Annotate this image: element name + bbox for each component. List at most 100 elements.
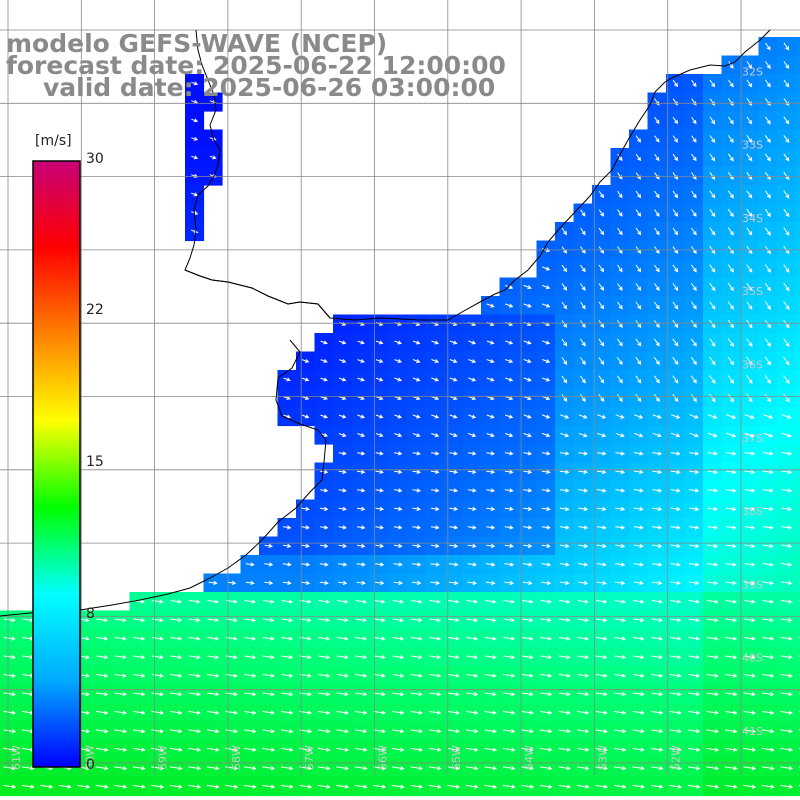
wind-arrow: [783, 153, 790, 162]
wind-arrow: [707, 580, 719, 586]
wind-arrow: [651, 692, 664, 697]
lon-label: 60W: [83, 745, 96, 770]
wind-arrow: [447, 636, 460, 641]
wind-arrow: [650, 766, 664, 771]
wind-arrow: [355, 655, 368, 660]
wind-arrow: [652, 488, 663, 493]
wind-arrow: [725, 543, 737, 549]
wind-arrow: [484, 766, 498, 771]
wind-arrow: [542, 359, 551, 364]
wind-arrow: [209, 155, 217, 160]
lat-label: 32S: [742, 65, 763, 78]
wind-arrow: [318, 618, 331, 623]
wind-arrow: [468, 433, 477, 438]
wind-arrow: [746, 116, 753, 125]
wind-arrow: [243, 784, 257, 789]
wind-arrow: [614, 673, 627, 678]
wind-arrow: [428, 766, 442, 771]
wind-arrow: [614, 729, 627, 734]
wind-arrow: [724, 729, 738, 734]
wind-arrow: [672, 264, 679, 273]
wind-arrow: [541, 506, 551, 511]
wind-arrow: [133, 636, 146, 641]
wind-arrow: [558, 655, 571, 660]
wind-arrow: [598, 301, 605, 310]
wind-arrow: [336, 673, 349, 678]
wind-arrow: [614, 692, 627, 697]
wind-arrow: [207, 636, 220, 641]
wind-arrow: [301, 377, 310, 382]
wind-arrow: [169, 747, 183, 752]
wind-cell: [795, 555, 800, 575]
wind-arrow: [170, 692, 183, 697]
wind-arrow: [707, 525, 719, 530]
wind-cell: [795, 37, 800, 57]
wind-arrow: [724, 766, 738, 771]
wind-arrow: [634, 432, 644, 438]
wind-arrow: [392, 710, 405, 715]
wind-arrow: [282, 562, 292, 567]
wind-arrow: [765, 42, 771, 51]
wind-arrow: [132, 766, 146, 771]
wind-cell: [795, 444, 800, 464]
wind-arrow: [151, 710, 165, 715]
wind-arrow: [633, 599, 645, 604]
wind-cell: [795, 388, 800, 408]
wind-arrow: [669, 691, 682, 697]
wind-arrow: [709, 153, 716, 162]
wind-arrow: [503, 673, 516, 678]
wind-arrow: [727, 375, 734, 384]
wind-arrow: [410, 710, 423, 715]
wind-arrow: [95, 747, 109, 752]
wind-arrow: [169, 710, 183, 715]
wind-arrow: [338, 340, 347, 345]
wind-arrow: [320, 525, 329, 530]
wind-cell: [795, 629, 800, 649]
wind-arrow: [503, 729, 516, 734]
wind-arrow: [505, 414, 514, 419]
wind-arrow: [617, 190, 623, 199]
wind-arrow: [633, 451, 644, 456]
colorbar: [32, 160, 81, 768]
wind-arrow: [375, 414, 384, 419]
wind-arrow: [244, 617, 257, 623]
wind-arrow: [595, 729, 608, 734]
wind-arrow: [338, 543, 348, 548]
wind-arrow: [484, 747, 498, 752]
wind-arrow: [691, 190, 697, 199]
wind-arrow: [320, 358, 328, 363]
wind-arrow: [412, 358, 421, 363]
wind-arrow: [632, 692, 645, 697]
wind-arrow: [299, 673, 312, 678]
wind-arrow: [429, 710, 442, 715]
wind-arrow: [781, 562, 793, 567]
wind-arrow: [783, 98, 790, 106]
wind-arrow: [244, 692, 257, 697]
colorbar-tick-8: 8: [86, 606, 95, 622]
wind-arrow: [320, 340, 328, 345]
wind-arrow: [447, 784, 461, 789]
wind-arrow: [654, 116, 660, 125]
wind-arrow: [764, 301, 771, 310]
wind-arrow: [3, 673, 16, 678]
wind-arrow: [634, 414, 644, 419]
wind-arrow: [320, 469, 329, 474]
wind-arrow: [394, 451, 403, 456]
wind-arrow: [206, 747, 220, 752]
wind-arrow: [578, 506, 589, 512]
wind-arrow: [725, 488, 737, 493]
wind-cell: [795, 259, 800, 279]
wind-arrow: [613, 766, 627, 771]
wind-arrow: [447, 747, 461, 752]
wind-arrow: [281, 636, 294, 641]
wind-arrow: [596, 580, 607, 586]
wind-arrow: [299, 599, 312, 604]
wind-arrow: [206, 766, 220, 771]
wind-arrow: [746, 301, 753, 310]
wind-cell: [795, 592, 800, 612]
wind-arrow: [540, 655, 553, 660]
wind-arrow: [523, 469, 533, 474]
wind-arrow: [503, 636, 516, 641]
wind-arrow: [633, 618, 645, 623]
wind-arrow: [580, 320, 586, 328]
